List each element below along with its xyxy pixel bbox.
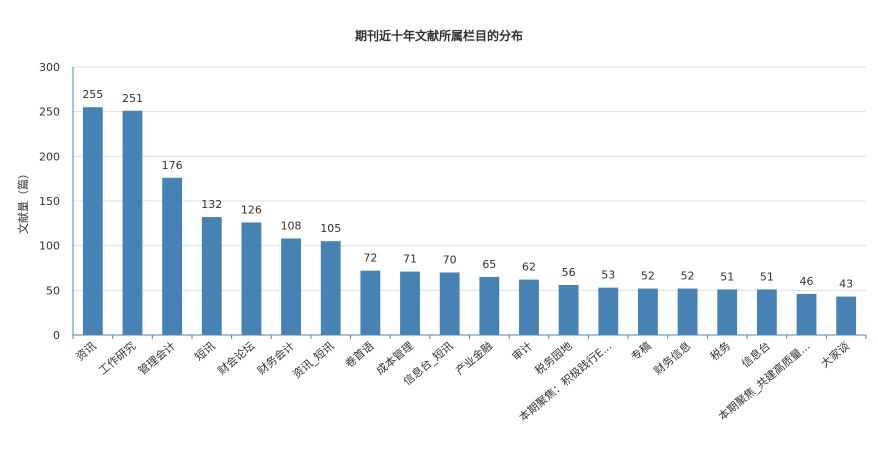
bar-value-label: 255 (82, 88, 103, 101)
bar-value-label: 56 (562, 266, 576, 279)
gridlines (73, 66, 866, 291)
x-tick-label: 卷首语 (342, 339, 376, 371)
y-tick-label: 150 (39, 195, 60, 208)
bar (82, 107, 103, 335)
bar-value-label: 132 (201, 198, 222, 211)
x-tick-label: 产业金融 (453, 339, 496, 378)
bar-value-label: 126 (241, 203, 262, 216)
bar (836, 296, 857, 335)
x-tick-label: 财会论坛 (215, 339, 258, 378)
x-tick-label: 大家谈 (818, 339, 852, 371)
bar (677, 288, 698, 335)
bar (796, 293, 817, 335)
value-labels: 255 251 176 132 126 108 105 72 71 70 65 62 56 53 52 52 5… (82, 88, 853, 290)
bar (360, 270, 381, 335)
x-tick-label: 管理会计 (135, 339, 178, 378)
bar-value-label: 72 (363, 252, 377, 265)
y-tick-label: 200 (39, 150, 60, 163)
bar-value-label: 52 (641, 270, 655, 283)
bar-value-label: 51 (760, 270, 774, 283)
bar (400, 271, 420, 335)
bar (558, 284, 579, 335)
x-tick-label: 专稿 (628, 339, 654, 364)
bar (598, 287, 619, 335)
bar-value-label: 251 (122, 92, 143, 105)
bar (439, 272, 460, 335)
bar (320, 241, 341, 335)
bar-value-label: 71 (403, 253, 417, 266)
y-axis-label: 文献量（篇） (16, 168, 30, 234)
bar-value-label: 105 (320, 222, 341, 235)
chart-title: 期刊近十年文献所属栏目的分布 (355, 28, 523, 43)
bar-value-label: 62 (522, 261, 536, 274)
bar (281, 238, 301, 335)
y-tick-label: 250 (39, 106, 60, 119)
bar-value-label: 70 (443, 253, 457, 266)
axes (72, 67, 867, 339)
bar (122, 110, 143, 335)
bar-value-label: 43 (839, 278, 853, 291)
bar-value-label: 51 (720, 270, 734, 283)
x-tick-label: 审计 (509, 339, 535, 364)
bar-value-label: 176 (162, 159, 183, 172)
y-axis-ticks: 0 50 100 150 200 250 300 (39, 61, 60, 342)
x-tick-label: 税务 (707, 339, 733, 364)
bar (241, 222, 262, 335)
bar (201, 217, 222, 335)
x-tick-label: 资讯_短讯 (290, 339, 337, 382)
bars (82, 107, 857, 335)
x-tick-label: 工作研究 (96, 339, 139, 378)
bar-value-label: 108 (281, 220, 302, 233)
bar (717, 289, 738, 335)
x-tick-label: 信息台 (739, 339, 773, 371)
x-tick-label: 财务信息 (651, 339, 694, 378)
y-tick-label: 0 (53, 329, 60, 342)
bar (756, 289, 777, 335)
x-tick-label: 短讯 (192, 339, 218, 364)
bar-value-label: 65 (482, 258, 496, 271)
y-tick-label: 50 (46, 284, 60, 297)
bar-value-label: 52 (681, 270, 695, 283)
bar-value-label: 46 (800, 275, 814, 288)
bar-value-label: 53 (601, 269, 615, 282)
y-tick-label: 300 (39, 61, 60, 74)
bar (638, 288, 658, 335)
x-tick-label: 资讯 (74, 339, 99, 363)
y-tick-label: 100 (39, 240, 60, 253)
bar (162, 177, 183, 335)
bar (519, 279, 539, 335)
bar (479, 276, 500, 335)
